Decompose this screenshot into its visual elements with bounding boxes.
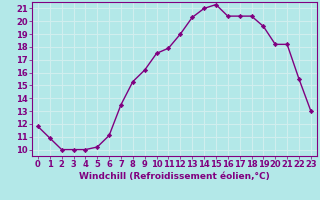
X-axis label: Windchill (Refroidissement éolien,°C): Windchill (Refroidissement éolien,°C) bbox=[79, 172, 270, 181]
